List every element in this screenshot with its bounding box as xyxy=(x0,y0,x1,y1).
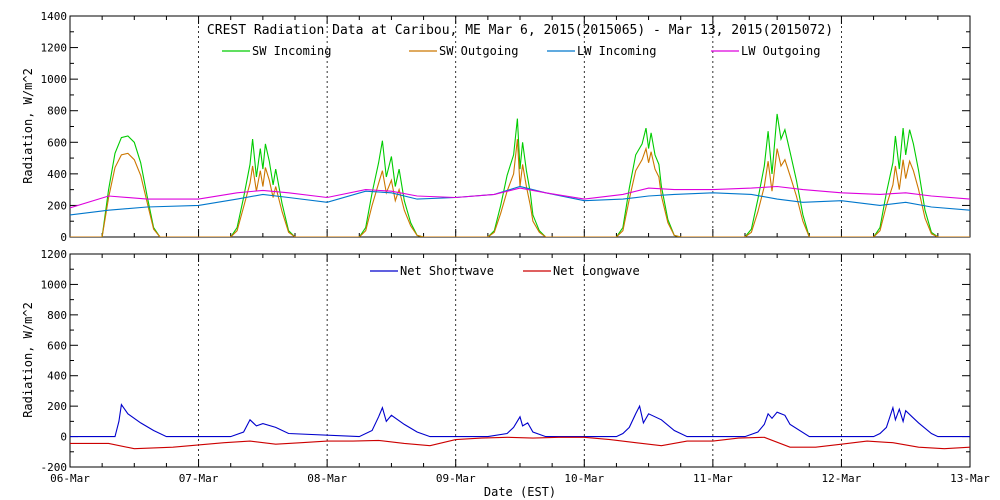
panel-2-y-tick-label: 800 xyxy=(47,309,67,322)
panel-2-y-axis-label: Radiation, W/m^2 xyxy=(21,302,35,418)
panel-1-y-tick-label: 1400 xyxy=(41,10,68,23)
panel-2-frame xyxy=(69,253,971,468)
panel-2-y-tick-label: 600 xyxy=(47,339,67,352)
x-tick-label: 07-Mar xyxy=(179,472,219,485)
panel-1-y-tick-label: 1200 xyxy=(41,42,68,55)
panel-1-y-tick-label: 400 xyxy=(47,168,67,181)
legend-label-lw-incoming: LW Incoming xyxy=(577,44,656,58)
x-axis-label: Date (EST) xyxy=(484,485,556,499)
panel-1-y-tick-label: 200 xyxy=(47,199,67,212)
legend-label-sw-incoming: SW Incoming xyxy=(252,44,331,58)
x-tick-label: 06-Mar xyxy=(50,472,90,485)
panel-1-y-tick-label: 0 xyxy=(60,231,67,244)
panel-1-y-axis-label: Radiation, W/m^2 xyxy=(21,68,35,184)
panel-2-y-tick-label: 1200 xyxy=(41,248,68,261)
series-line-net-longwave xyxy=(70,436,970,450)
panel-1-y-tick-label: 1000 xyxy=(41,73,68,86)
series-line-lw-outgoing xyxy=(70,185,970,209)
x-tick-label: 13-Mar xyxy=(950,472,990,485)
x-tick-label: 09-Mar xyxy=(436,472,476,485)
legend-label-net-longwave: Net Longwave xyxy=(553,264,640,278)
legend-label-sw-outgoing: SW Outgoing xyxy=(439,44,518,58)
panel-1-y-tick-label: 600 xyxy=(47,136,67,149)
panel-2-y-tick-label: 400 xyxy=(47,370,67,383)
x-tick-label: 11-Mar xyxy=(693,472,733,485)
x-tick-label: 08-Mar xyxy=(307,472,347,485)
series-line-lw-incoming xyxy=(70,185,970,216)
x-tick-label: 12-Mar xyxy=(822,472,862,485)
series-line-net-shortwave xyxy=(70,403,970,438)
series-line-sw-outgoing xyxy=(70,139,970,237)
panel-2-y-tick-label: 0 xyxy=(60,431,67,444)
panel-2-y-tick-label: 200 xyxy=(47,400,67,413)
panel-1-y-tick-label: 800 xyxy=(47,105,67,118)
series-line-sw-incoming xyxy=(70,113,970,237)
chart-title: CREST Radiation Data at Caribou, ME Mar … xyxy=(207,23,833,38)
x-tick-label: 10-Mar xyxy=(564,472,604,485)
legend-label-net-shortwave: Net Shortwave xyxy=(400,264,494,278)
legend-label-lw-outgoing: LW Outgoing xyxy=(741,44,820,58)
panel-2-y-tick-label: -200 xyxy=(41,461,68,474)
panel-2-y-tick-label: 1000 xyxy=(41,278,68,291)
